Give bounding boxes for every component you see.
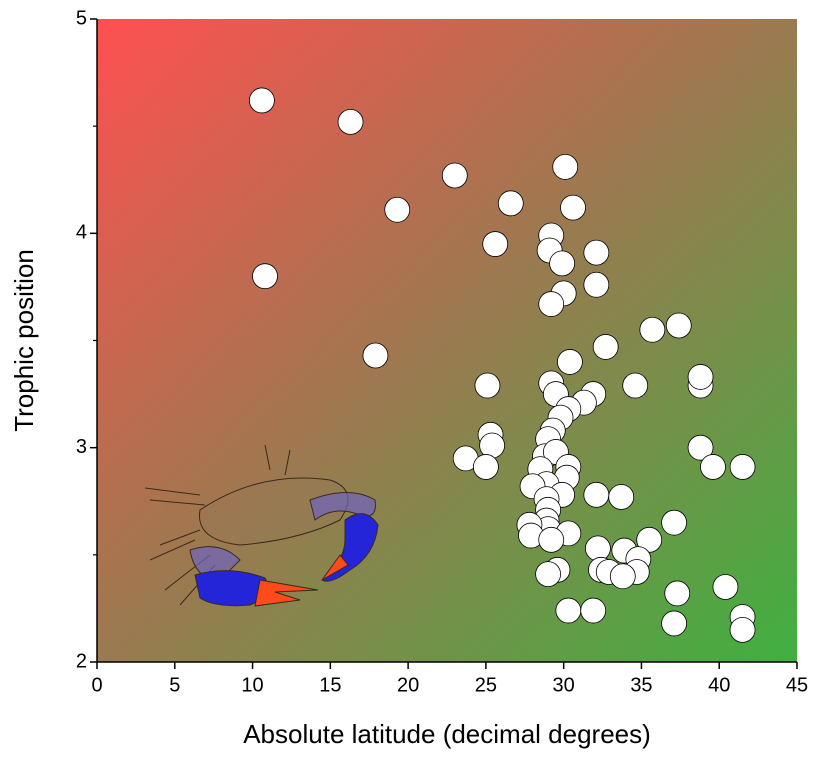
data-point xyxy=(560,194,586,221)
data-point xyxy=(362,342,389,369)
data-point xyxy=(664,580,691,607)
data-point xyxy=(729,454,756,480)
x-tick-label: 5 xyxy=(169,674,180,696)
x-tick-label: 35 xyxy=(630,674,652,696)
x-tick-label: 25 xyxy=(475,674,497,696)
data-point xyxy=(584,535,611,562)
data-point xyxy=(549,250,576,277)
data-point xyxy=(609,563,636,590)
data-point xyxy=(580,597,607,624)
y-tick-label: 5 xyxy=(76,7,87,29)
y-axis-title: Trophic position xyxy=(9,249,39,432)
crab-illustration xyxy=(144,444,379,607)
data-point xyxy=(556,349,583,375)
data-point xyxy=(552,153,579,180)
data-point xyxy=(661,610,688,637)
data-point xyxy=(712,574,739,600)
data-point xyxy=(639,316,666,343)
data-point xyxy=(538,291,565,317)
y-tick-label: 2 xyxy=(76,650,87,672)
data-point xyxy=(441,162,468,189)
x-tick-label: 10 xyxy=(241,674,263,696)
data-point xyxy=(384,196,411,223)
y-tick-label: 3 xyxy=(76,436,87,458)
data-point xyxy=(661,509,688,536)
x-tick-label: 30 xyxy=(553,674,575,696)
x-axis-title: Absolute latitude (decimal degrees) xyxy=(243,719,651,749)
x-tick-label: 40 xyxy=(708,674,730,696)
data-point xyxy=(252,263,278,290)
x-tick-label: 15 xyxy=(319,674,341,696)
data-point xyxy=(337,108,364,135)
data-point xyxy=(622,372,649,399)
data-point xyxy=(687,364,714,390)
data-point xyxy=(700,454,726,480)
data-point xyxy=(583,481,610,508)
x-tick-label: 20 xyxy=(397,674,419,696)
data-point xyxy=(608,484,635,510)
data-point xyxy=(474,372,501,399)
data-point xyxy=(497,190,524,217)
data-point xyxy=(687,434,714,461)
data-point xyxy=(479,432,506,459)
data-point xyxy=(538,526,565,553)
y-tick-label: 4 xyxy=(76,222,87,244)
data-point xyxy=(583,239,610,266)
data-point xyxy=(248,87,275,114)
data-point xyxy=(583,271,610,298)
data-point xyxy=(665,312,692,339)
x-tick-label: 45 xyxy=(786,674,808,696)
x-tick-label: 0 xyxy=(91,674,102,696)
data-point xyxy=(729,616,756,643)
data-point xyxy=(592,334,619,360)
data-point xyxy=(535,561,562,588)
data-point xyxy=(555,597,582,624)
data-point xyxy=(472,454,499,480)
data-point xyxy=(482,231,509,257)
